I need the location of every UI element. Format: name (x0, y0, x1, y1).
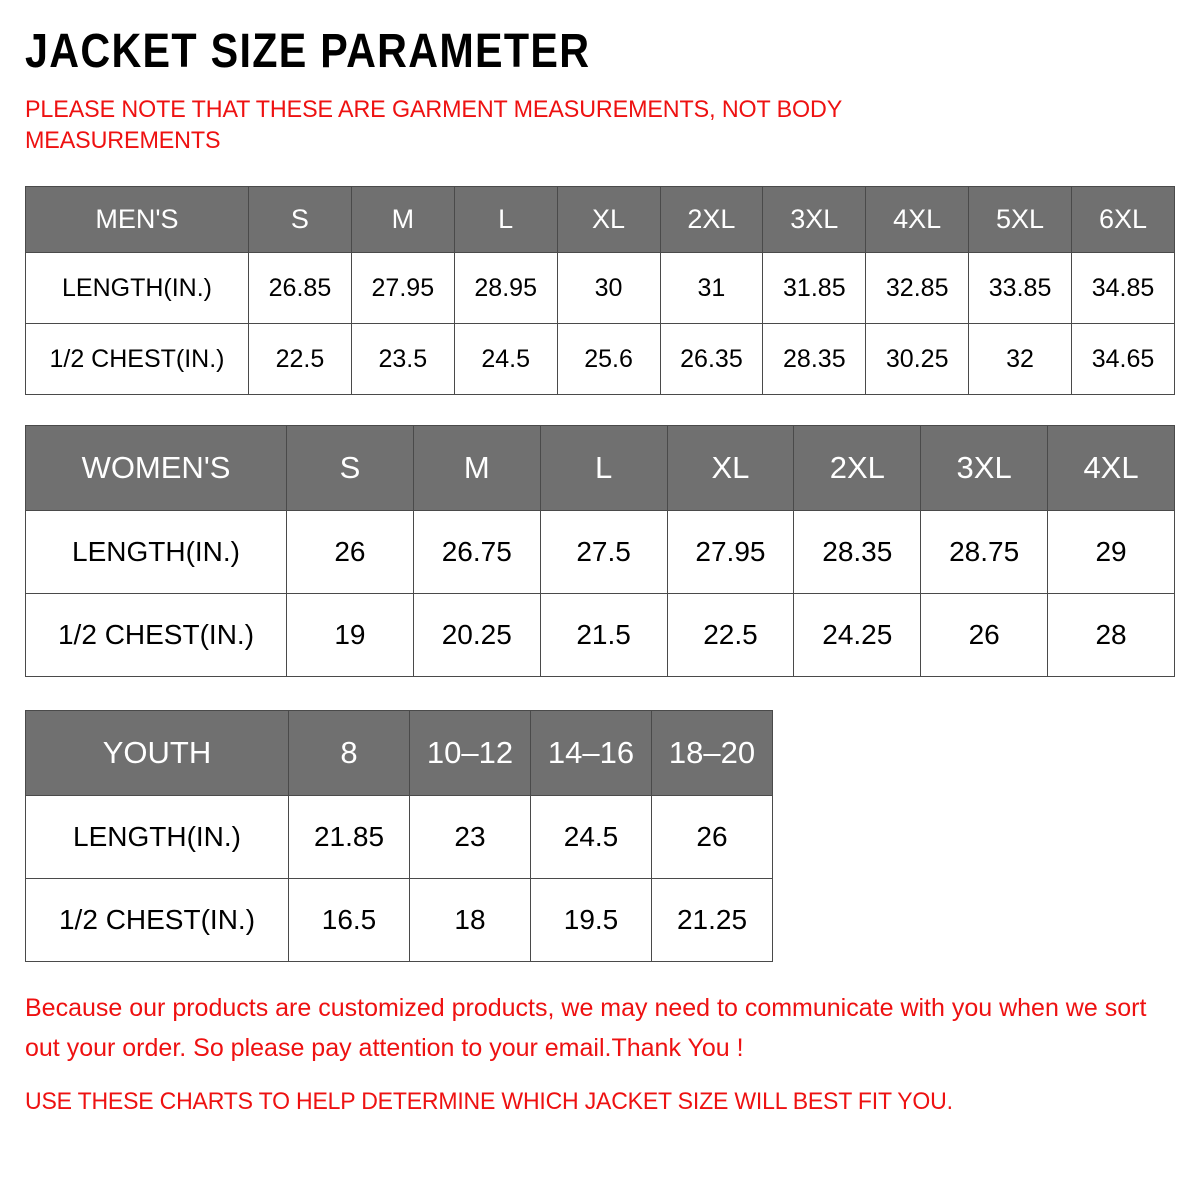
garment-measurement-note: PLEASE NOTE THAT THESE ARE GARMENT MEASU… (25, 96, 842, 154)
table-cell: 21.85 (288, 795, 410, 879)
customization-note: Because our products are customized prod… (25, 994, 1147, 1062)
table-cell: 23 (409, 795, 531, 879)
table-header-row: YOUTH 8 10–12 14–16 18–20 (25, 710, 773, 796)
table-cell: 32 (968, 323, 1072, 395)
table-row: LENGTH(IN.) 26 26.75 27.5 27.95 28.35 28… (25, 510, 1175, 594)
row-label: LENGTH(IN.) (25, 510, 287, 594)
mens-size-header: 6XL (1071, 186, 1175, 253)
womens-size-header: M (412, 425, 541, 511)
youth-size-header: 18–20 (651, 710, 773, 796)
chart-usage-note: USE THESE CHARTS TO HELP DETERMINE WHICH… (25, 1088, 953, 1115)
table-header-row: WOMEN'S S M L XL 2XL 3XL 4XL (25, 425, 1175, 511)
table-cell: 34.85 (1071, 252, 1175, 324)
womens-size-header: 4XL (1047, 425, 1175, 511)
table-cell: 21.5 (539, 593, 668, 677)
table-cell: 27.95 (666, 510, 795, 594)
mens-table-header: MEN'S S M L XL 2XL 3XL 4XL 5XL 6XL (25, 186, 1175, 253)
row-label: 1/2 CHEST(IN.) (25, 593, 287, 677)
mens-size-header: XL (556, 186, 661, 253)
womens-size-table: WOMEN'S S M L XL 2XL 3XL 4XL LENGTH(IN.)… (25, 425, 1175, 677)
youth-size-header: 8 (288, 710, 410, 796)
table-cell: 28.35 (762, 323, 867, 395)
row-label: 1/2 CHEST(IN.) (25, 878, 289, 962)
table-cell: 26.75 (412, 510, 541, 594)
table-cell: 27.95 (350, 252, 455, 324)
table-cell: 30 (556, 252, 661, 324)
table-cell: 26.85 (248, 252, 352, 324)
row-label: LENGTH(IN.) (25, 795, 289, 879)
table-cell: 16.5 (288, 878, 410, 962)
table-cell: 26 (651, 795, 773, 879)
womens-size-header: L (539, 425, 668, 511)
table-cell: 22.5 (248, 323, 352, 395)
womens-size-header: 2XL (793, 425, 922, 511)
table-cell: 26.35 (659, 323, 764, 395)
youth-size-header: 10–12 (409, 710, 531, 796)
womens-table-header: WOMEN'S S M L XL 2XL 3XL 4XL (25, 425, 1175, 511)
youth-table-header: YOUTH 8 10–12 14–16 18–20 (25, 710, 773, 796)
row-label: 1/2 CHEST(IN.) (25, 323, 249, 395)
table-cell: 26 (920, 593, 1049, 677)
womens-table-body: LENGTH(IN.) 26 26.75 27.5 27.95 28.35 28… (25, 510, 1175, 677)
table-cell: 30.25 (865, 323, 970, 395)
mens-size-header: L (453, 186, 558, 253)
mens-size-header: 3XL (762, 186, 867, 253)
table-row: 1/2 CHEST(IN.) 22.5 23.5 24.5 25.6 26.35… (25, 323, 1175, 395)
mens-size-header: 2XL (659, 186, 764, 253)
mens-size-header: 4XL (865, 186, 970, 253)
mens-size-header: M (350, 186, 455, 253)
table-row: LENGTH(IN.) 21.85 23 24.5 26 (25, 795, 773, 879)
table-header-row: MEN'S S M L XL 2XL 3XL 4XL 5XL 6XL (25, 186, 1175, 253)
table-cell: 26 (286, 510, 414, 594)
womens-size-header: S (286, 425, 414, 511)
youth-size-header: 14–16 (530, 710, 652, 796)
youth-size-table: YOUTH 8 10–12 14–16 18–20 LENGTH(IN.) 21… (25, 710, 773, 962)
table-cell: 29 (1047, 510, 1175, 594)
table-cell: 24.25 (793, 593, 922, 677)
mens-size-header: 5XL (968, 186, 1072, 253)
table-cell: 31.85 (762, 252, 867, 324)
table-cell: 28 (1047, 593, 1175, 677)
page-title: JACKET SIZE PARAMETER (25, 25, 591, 78)
table-cell: 25.6 (556, 323, 661, 395)
table-cell: 22.5 (666, 593, 795, 677)
mens-table-body: LENGTH(IN.) 26.85 27.95 28.95 30 31 31.8… (25, 252, 1175, 395)
table-cell: 28.35 (793, 510, 922, 594)
row-label: LENGTH(IN.) (25, 252, 249, 324)
table-cell: 34.65 (1071, 323, 1175, 395)
womens-corner-label: WOMEN'S (25, 425, 287, 511)
table-cell: 27.5 (539, 510, 668, 594)
womens-size-header: XL (666, 425, 795, 511)
table-cell: 18 (409, 878, 531, 962)
table-cell: 33.85 (968, 252, 1072, 324)
youth-corner-label: YOUTH (25, 710, 289, 796)
table-cell: 20.25 (412, 593, 541, 677)
youth-table-body: LENGTH(IN.) 21.85 23 24.5 26 1/2 CHEST(I… (25, 795, 773, 962)
table-cell: 21.25 (651, 878, 773, 962)
table-cell: 24.5 (530, 795, 652, 879)
mens-size-table: MEN'S S M L XL 2XL 3XL 4XL 5XL 6XL LENGT… (25, 186, 1175, 395)
table-row: LENGTH(IN.) 26.85 27.95 28.95 30 31 31.8… (25, 252, 1175, 324)
table-cell: 19.5 (530, 878, 652, 962)
mens-size-header: S (248, 186, 352, 253)
table-cell: 23.5 (350, 323, 455, 395)
table-row: 1/2 CHEST(IN.) 16.5 18 19.5 21.25 (25, 878, 773, 962)
table-row: 1/2 CHEST(IN.) 19 20.25 21.5 22.5 24.25 … (25, 593, 1175, 677)
mens-corner-label: MEN'S (25, 186, 249, 253)
table-cell: 19 (286, 593, 414, 677)
table-cell: 28.95 (453, 252, 558, 324)
table-cell: 32.85 (865, 252, 970, 324)
table-cell: 28.75 (920, 510, 1049, 594)
womens-size-header: 3XL (920, 425, 1049, 511)
table-cell: 24.5 (453, 323, 558, 395)
table-cell: 31 (659, 252, 764, 324)
